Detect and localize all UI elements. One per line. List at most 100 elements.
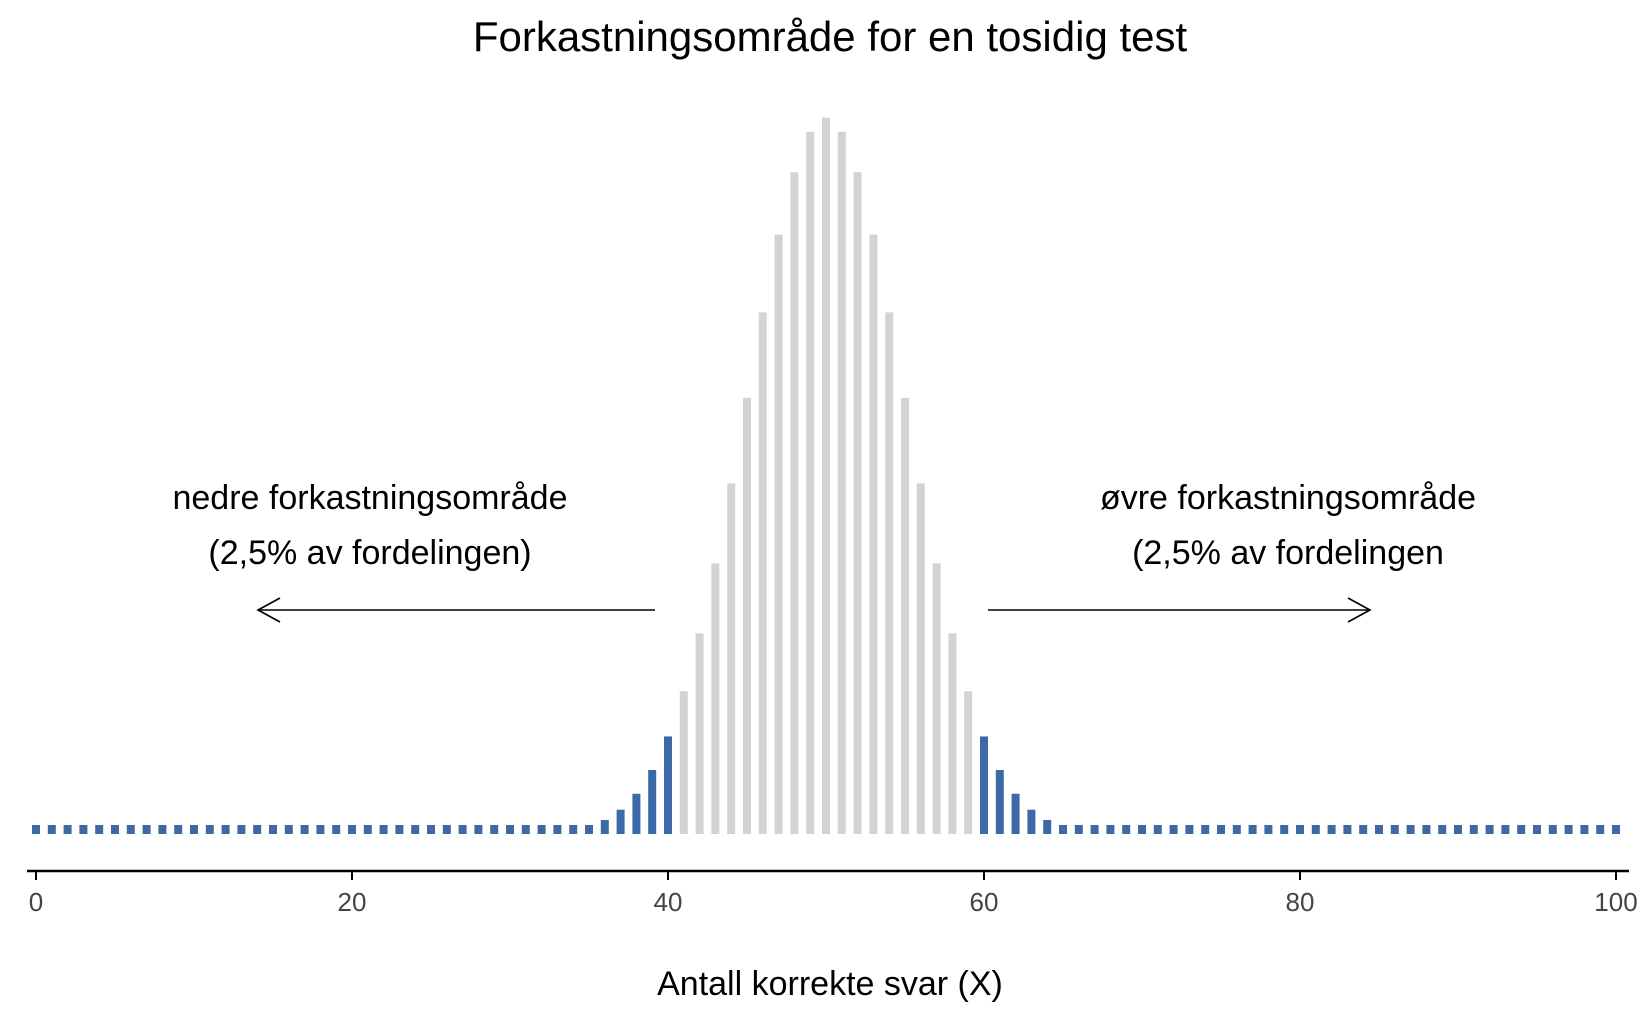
bar-x-91 [1469,825,1478,834]
bar-x-98 [1580,825,1589,834]
bar-x-52 [853,172,862,835]
bar-x-80 [1296,825,1304,834]
bar-x-56 [916,483,925,834]
bar-x-33 [553,825,562,834]
bar-x-49 [806,131,815,835]
bar-x-96 [1548,825,1557,834]
bar-x-15 [269,825,277,834]
bar-x-20 [348,825,356,834]
bar-x-44 [727,483,736,834]
x-tick-label-20: 20 [338,887,367,917]
bar-x-89 [1438,825,1447,834]
bar-x-95 [1533,825,1541,834]
right-arrow [988,597,1372,623]
bar-x-75 [1217,825,1225,834]
x-tick-label-60: 60 [970,887,999,917]
bar-x-22 [379,825,388,834]
bar-x-41 [679,691,688,834]
bar-x-74 [1201,825,1210,834]
bar-x-11 [205,825,214,834]
bar-x-28 [474,825,483,834]
bar-x-60 [980,736,988,834]
bar-x-6 [126,825,135,834]
bar-x-50 [822,117,830,834]
bar-x-12 [221,825,230,834]
bar-x-2 [63,825,72,834]
bar-x-38 [632,793,641,834]
lower-region-label-line1: nedre forkastningsområde [172,479,567,517]
bar-x-39 [648,770,657,834]
bar-x-36 [600,819,609,834]
bar-x-99 [1596,825,1605,834]
chart-title: Forkastningsområde for en tosidig test [473,13,1188,60]
bar-x-34 [569,825,578,834]
bar-x-83 [1343,825,1352,834]
bar-x-8 [158,825,167,834]
x-tick-label-100: 100 [1594,887,1637,917]
bar-x-25 [427,825,435,834]
bar-x-35 [585,825,593,834]
bar-x-90 [1454,825,1462,834]
bar-x-10 [190,825,198,834]
bar-x-0 [32,825,40,834]
bar-x-47 [774,234,783,834]
bar-x-7 [142,825,151,834]
bar-x-68 [1106,825,1115,834]
bar-x-61 [995,770,1004,834]
bar-x-5 [111,825,119,834]
bar-x-46 [758,312,767,834]
bar-x-1 [47,825,56,834]
bar-x-17 [300,825,309,834]
bar-x-85 [1375,825,1383,834]
bar-x-21 [363,825,372,834]
bar-x-53 [869,234,878,834]
bar-x-37 [616,809,625,834]
bar-x-57 [932,563,941,834]
bar-x-30 [506,825,514,834]
bar-x-40 [664,736,672,834]
bar-x-14 [253,825,262,834]
x-tick-label-0: 0 [29,887,43,917]
bar-x-13 [237,825,246,834]
bar-x-64 [1043,819,1052,834]
bar-x-100 [1612,825,1620,834]
bar-x-67 [1090,825,1099,834]
bar-x-31 [521,825,530,834]
bar-x-51 [837,131,846,835]
bar-x-93 [1501,825,1510,834]
bar-x-16 [284,825,293,834]
bar-x-77 [1248,825,1257,834]
bar-x-72 [1169,825,1178,834]
bar-x-54 [885,312,894,834]
bar-x-76 [1232,825,1241,834]
x-axis-ticks: 0 20 40 60 80 100 [29,871,1638,917]
bar-x-55 [901,397,909,834]
bar-x-19 [332,825,341,834]
bar-x-71 [1153,825,1162,834]
x-axis-label: Antall korrekte svar (X) [657,965,1003,1003]
bar-x-9 [174,825,183,834]
bar-x-3 [79,825,88,834]
bar-x-79 [1280,825,1289,834]
bar-x-66 [1074,825,1083,834]
bar-x-65 [1059,825,1067,834]
bar-x-24 [411,825,420,834]
bar-x-18 [316,825,325,834]
bar-x-45 [743,397,751,834]
bar-x-32 [537,825,546,834]
bar-x-4 [95,825,104,834]
bar-x-62 [1011,793,1020,834]
bar-x-73 [1185,825,1194,834]
bar-x-58 [948,633,957,834]
lower-region-label-line2: (2,5% av fordelingen) [208,534,531,572]
bar-x-43 [711,563,720,834]
upper-region-label-line1: øvre forkastningsområde [1100,479,1476,517]
bar-x-81 [1311,825,1320,834]
left-arrow [256,597,655,623]
x-tick-label-80: 80 [1286,887,1315,917]
bar-x-87 [1406,825,1415,834]
bar-x-42 [695,633,704,834]
bar-x-88 [1422,825,1431,834]
bar-x-94 [1517,825,1526,834]
